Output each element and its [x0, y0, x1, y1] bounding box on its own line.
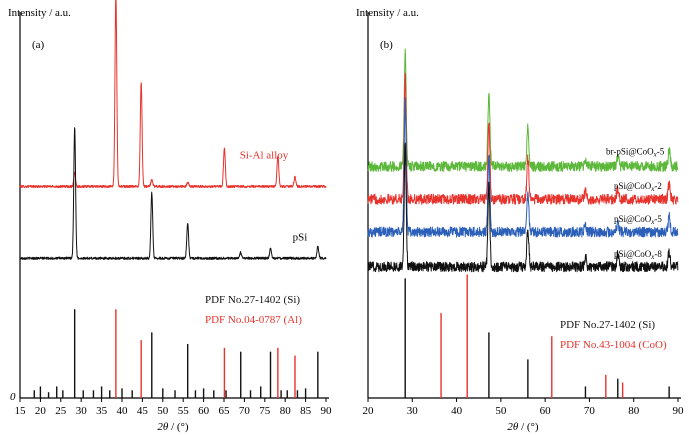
series-label-part: br-pSi@CoO: [606, 146, 654, 156]
series-label-part: pSi@CoO: [614, 214, 652, 224]
panel-b-chart: Intensity / a.u. (b) 20 30 40 50 60 70 80 90 2θ / …: [356, 7, 684, 433]
series-line: [19, 0, 327, 189]
series-label: pSi@CoOx-8: [614, 249, 662, 261]
x-tick-label: 25: [55, 405, 67, 417]
y-origin-label: 0: [10, 391, 16, 403]
x-tick-label: 35: [96, 405, 108, 417]
y-axis-label: Intensity / a.u.: [356, 7, 419, 19]
series-label-sub: x: [650, 218, 655, 226]
x-tick-label: 50: [495, 405, 507, 417]
x-tick-label: 40: [117, 405, 129, 417]
x-tick-label: 55: [178, 405, 190, 417]
x-tick-label: 60: [540, 405, 552, 417]
series-label-sub: x: [650, 185, 655, 193]
series-line: [367, 97, 679, 238]
x-tick-label: 30: [76, 405, 88, 417]
series-label: br-pSi@CoOx-5: [606, 146, 665, 158]
series-label-part: pSi@CoO: [614, 181, 652, 191]
reference-label: PDF No.27-1402 (Si): [205, 294, 300, 306]
x-tick-label: 45: [137, 405, 149, 417]
x-tick-label: 20: [363, 405, 375, 417]
x-tick-label: 90: [321, 405, 333, 417]
x-tick-label: 70: [584, 405, 596, 417]
x-tick-label: 30: [407, 405, 419, 417]
x-tick-label: 80: [628, 405, 640, 417]
panel-a-chart: Intensity / a.u. 0 (a) 15 20 25 30 35 40 45 50 55 60…: [8, 0, 332, 433]
reference-label: PDF No.27-1402 (Si): [560, 319, 655, 331]
series-label: pSi@CoOx-5: [614, 214, 662, 226]
series-label-part: -2: [654, 181, 662, 191]
x-axis-label-rest: / (°): [518, 421, 539, 433]
series-label-part: -5: [657, 146, 665, 156]
series-label-sub: x: [653, 150, 658, 158]
x-tick-label: 20: [35, 405, 47, 417]
x-tick-label: 80: [280, 405, 292, 417]
reference-label: PDF No.43-1004 (CoO): [560, 339, 667, 351]
x-tick-label: 70: [239, 405, 251, 417]
x-tick-label: 50: [157, 405, 169, 417]
series-label-part: pSi@CoO: [614, 249, 652, 259]
series-label-sub: x: [650, 253, 655, 261]
series-line: [367, 142, 679, 273]
x-axis-label-rest: / (°): [168, 421, 189, 433]
panel-label: (b): [380, 39, 393, 51]
series-label-part: -5: [654, 214, 662, 224]
x-tick-label: 65: [219, 405, 231, 417]
x-axis-label: 2θ / (°): [507, 421, 539, 433]
series-line: [367, 48, 679, 172]
x-axis-label-italic: 2θ: [157, 421, 169, 433]
x-tick-label: 60: [198, 405, 210, 417]
series-label: pSi: [293, 231, 308, 243]
x-axis-label-italic: 2θ: [507, 421, 519, 433]
x-tick-label: 15: [15, 405, 27, 417]
x-tick-label: 40: [451, 405, 463, 417]
series-label-part: -8: [654, 249, 662, 259]
y-axis-label: Intensity / a.u.: [8, 7, 71, 19]
x-tick-label: 85: [300, 405, 312, 417]
panel-label: (a): [32, 39, 45, 51]
series-label: pSi@CoOx-2: [614, 181, 662, 193]
x-tick-label: 75: [259, 405, 271, 417]
series-label: Si-Al alloy: [240, 149, 289, 161]
series-line: [19, 127, 327, 260]
x-axis-label: 2θ / (°): [157, 421, 189, 433]
series-line: [367, 72, 679, 205]
x-tick-label: 90: [673, 405, 685, 417]
reference-label: PDF No.04-0787 (Al): [205, 314, 302, 326]
